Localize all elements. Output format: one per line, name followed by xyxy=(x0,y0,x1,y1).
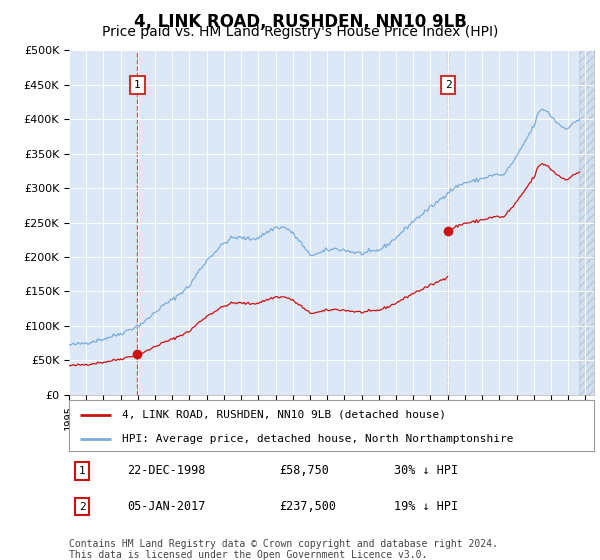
Text: 1: 1 xyxy=(79,466,86,476)
Text: 4, LINK ROAD, RUSHDEN, NN10 9LB (detached house): 4, LINK ROAD, RUSHDEN, NN10 9LB (detache… xyxy=(121,409,445,419)
Text: Contains HM Land Registry data © Crown copyright and database right 2024.
This d: Contains HM Land Registry data © Crown c… xyxy=(69,539,498,560)
Text: 19% ↓ HPI: 19% ↓ HPI xyxy=(395,500,458,513)
Text: 05-JAN-2017: 05-JAN-2017 xyxy=(127,500,205,513)
Text: £237,500: £237,500 xyxy=(279,500,336,513)
Text: 2: 2 xyxy=(79,502,86,511)
Text: 4, LINK ROAD, RUSHDEN, NN10 9LB: 4, LINK ROAD, RUSHDEN, NN10 9LB xyxy=(134,13,466,31)
Text: 30% ↓ HPI: 30% ↓ HPI xyxy=(395,464,458,478)
Bar xyxy=(578,50,594,395)
Text: 2: 2 xyxy=(445,80,451,90)
Text: 22-DEC-1998: 22-DEC-1998 xyxy=(127,464,205,478)
Text: Price paid vs. HM Land Registry's House Price Index (HPI): Price paid vs. HM Land Registry's House … xyxy=(102,25,498,39)
Text: HPI: Average price, detached house, North Northamptonshire: HPI: Average price, detached house, Nort… xyxy=(121,433,513,444)
Text: 1: 1 xyxy=(134,80,141,90)
Text: £58,750: £58,750 xyxy=(279,464,329,478)
